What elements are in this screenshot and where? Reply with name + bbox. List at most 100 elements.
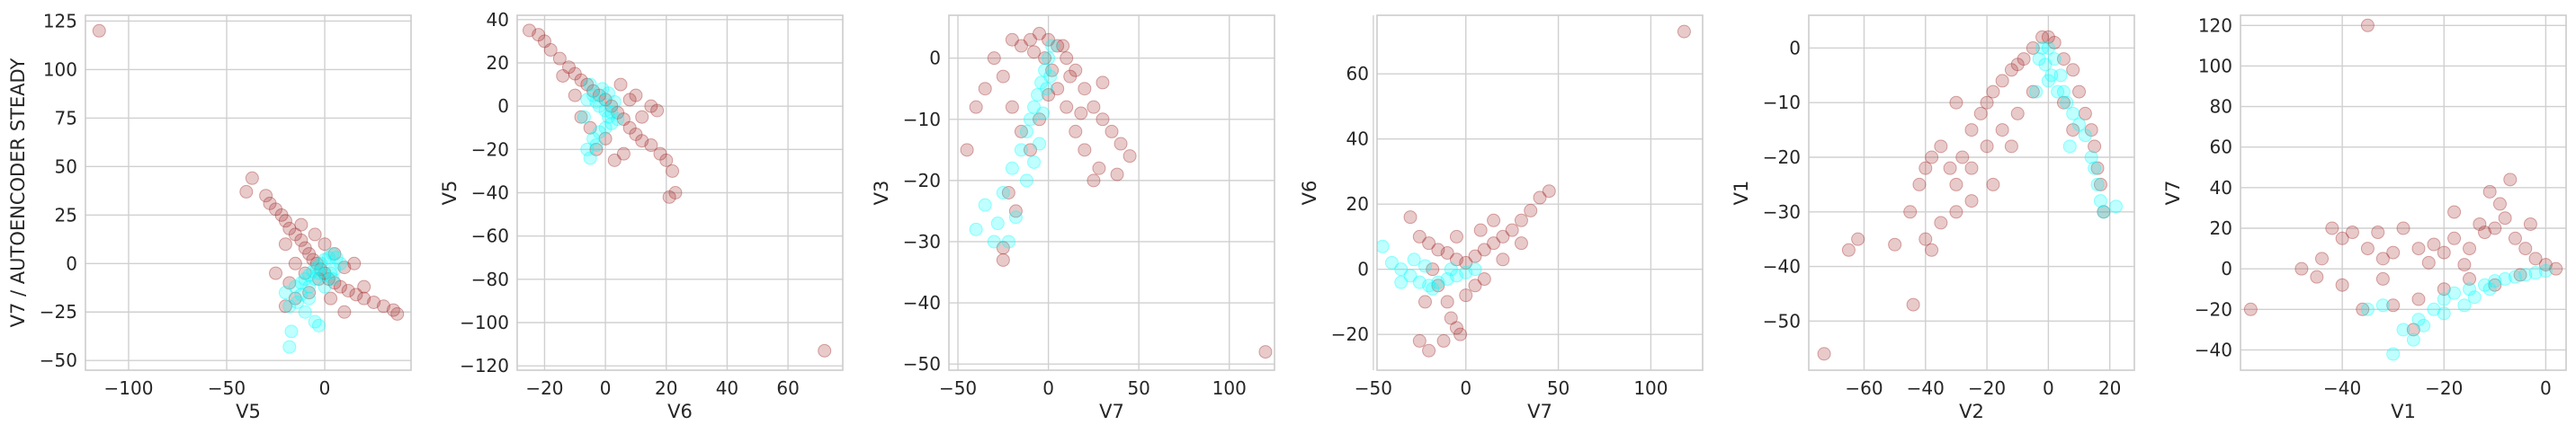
scatter-point-series-1 — [568, 88, 582, 102]
scatter-point-series-1 — [341, 284, 355, 298]
y-tick-label: 25 — [55, 204, 77, 226]
y-tick-label: 0 — [66, 252, 77, 274]
scatter-point-series-2 — [1014, 143, 1028, 157]
scatter-point-series-1 — [1418, 295, 1432, 309]
scatter-point-series-2 — [321, 251, 335, 265]
plot-frame — [1376, 14, 1704, 371]
scatter-point-series-2 — [2488, 274, 2502, 288]
scatter-point-series-1 — [2345, 226, 2359, 240]
scatter-point-series-1 — [635, 134, 649, 148]
scatter-point-series-1 — [1051, 82, 1065, 96]
scatter-point-series-1 — [1533, 190, 1547, 205]
scatter-point-series-2 — [1001, 235, 1015, 249]
scatter-point-series-2 — [1024, 112, 1037, 127]
scatter-point-series-1 — [333, 279, 347, 294]
scatter-point-series-1 — [1056, 39, 1070, 53]
scatter-point-series-1 — [996, 69, 1010, 84]
scatter-point-series-1 — [1014, 124, 1028, 138]
scatter-point-series-1 — [629, 88, 643, 102]
scatter-point-series-1 — [583, 120, 597, 135]
scatter-point-series-1 — [269, 202, 283, 217]
scatter-point-series-1 — [1473, 223, 1488, 237]
x-tick-label: 0 — [2043, 377, 2054, 399]
scatter-point-series-2 — [1042, 51, 1056, 66]
scatter-point-series-1 — [1042, 88, 1056, 102]
scatter-point-series-2 — [2508, 270, 2522, 284]
scatter-point-series-2 — [294, 276, 309, 290]
scatter-point-series-2 — [2047, 52, 2062, 66]
y-tick-label: 60 — [2210, 137, 2232, 158]
scatter-point-series-1 — [2411, 292, 2426, 306]
scatter-point-series-1 — [2528, 252, 2543, 266]
scatter-point-series-1 — [1964, 123, 1979, 137]
scatter-point-series-1 — [644, 138, 658, 153]
scatter-point-series-1 — [1436, 333, 1451, 348]
scatter-point-series-1 — [1078, 143, 1092, 157]
y-axis-label: V5 — [439, 181, 461, 206]
scatter-point-series-1 — [1487, 236, 1501, 251]
scatter-point-series-1 — [1123, 149, 1137, 164]
y-tick-label: −120 — [460, 355, 509, 376]
scatter-point-series-1 — [349, 288, 363, 302]
scatter-points — [1377, 24, 1691, 358]
scatter-point-series-1 — [324, 291, 338, 306]
scatter-point-series-2 — [601, 86, 615, 101]
scatter-point-series-2 — [2447, 286, 2462, 300]
scatter-point-series-1 — [288, 256, 302, 270]
x-tick-label: 0 — [2540, 377, 2552, 399]
scatter-point-series-1 — [390, 306, 405, 321]
scatter-point-series-2 — [1019, 173, 1033, 188]
scatter-point-series-1 — [2396, 221, 2411, 235]
scatter-panel-4: −50 0 50 100 −20 0 20 40 60 V7 V6 — [1299, 14, 1704, 422]
scatter-point-series-2 — [2406, 332, 2420, 347]
x-axis-label: V7 — [1099, 401, 1124, 422]
scatter-point-series-1 — [1001, 186, 1015, 199]
scatter-point-series-1 — [607, 153, 622, 167]
scatter-point-series-2 — [2375, 298, 2390, 313]
y-tick-label: 0 — [1789, 37, 1801, 58]
scatter-point-series-1 — [592, 88, 606, 102]
scatter-point-series-1 — [1092, 161, 1106, 175]
scatter-point-series-2 — [1444, 262, 1458, 277]
scatter-point-series-1 — [1449, 229, 1463, 244]
scatter-point-series-1 — [1477, 243, 1491, 257]
x-tick-label: 50 — [1547, 377, 1570, 399]
scatter-point-series-1 — [1024, 32, 1037, 47]
scatter-point-series-2 — [1426, 281, 1440, 296]
x-tick-label: −50 — [939, 377, 977, 399]
scatter-point-series-1 — [611, 105, 625, 120]
scatter-point-series-1 — [1431, 279, 1445, 293]
scatter-point-series-1 — [1995, 74, 2009, 88]
scatter-point-series-1 — [2437, 245, 2451, 260]
scatter-point-series-1 — [337, 305, 352, 319]
scatter-point-series-2 — [990, 217, 1005, 231]
scatter-point-series-1 — [282, 221, 297, 235]
scatter-point-series-1 — [2356, 302, 2370, 316]
scatter-point-series-1 — [1027, 45, 1042, 59]
scatter-point-series-1 — [1955, 150, 1970, 164]
x-tick-label: 50 — [1127, 377, 1149, 399]
scatter-point-series-1 — [2473, 217, 2487, 231]
scatter-point-series-2 — [1440, 272, 1454, 287]
x-tick-label: 100 — [1212, 377, 1247, 399]
scatter-point-series-1 — [1514, 236, 1528, 251]
x-axis-label: V5 — [236, 401, 261, 422]
scatter-point-series-1 — [1995, 123, 2009, 137]
scatter-point-series-1 — [245, 171, 259, 185]
scatter-point-series-1 — [1980, 139, 1994, 154]
scatter-point-series-1 — [996, 241, 1010, 255]
y-tick-label: −20 — [1331, 323, 1369, 345]
x-tick-label: 100 — [1633, 377, 1668, 399]
scatter-point-series-1 — [1487, 213, 1501, 227]
scatter-point-series-2 — [2437, 306, 2451, 321]
scatter-point-series-1 — [1973, 106, 1988, 120]
scatter-point-series-2 — [1431, 275, 1445, 289]
scatter-point-series-1 — [1033, 26, 1047, 40]
y-tick-label: −30 — [903, 231, 941, 252]
scatter-point-series-1 — [2411, 242, 2426, 256]
scatter-point-series-1 — [1841, 243, 1856, 257]
scatter-point-series-1 — [321, 272, 335, 287]
scatter-point-series-1 — [2035, 30, 2050, 44]
scatter-point-series-1 — [1060, 100, 1074, 114]
scatter-point-series-1 — [662, 190, 676, 204]
